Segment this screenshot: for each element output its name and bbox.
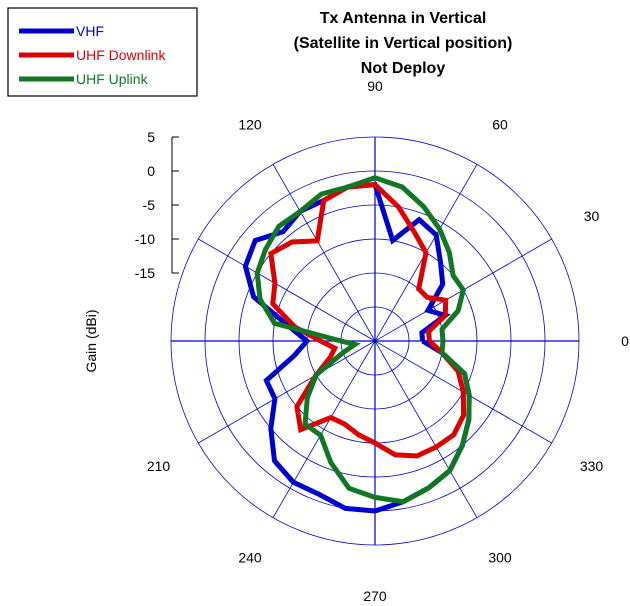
grid-spoke [198, 340, 376, 444]
radial-axis: 5 0 -5 -10 -15 [135, 129, 179, 281]
grid-spoke [272, 164, 376, 342]
grid-spoke [272, 340, 376, 518]
angle-tick-label: 60 [492, 116, 508, 132]
angle-tick-label: 90 [367, 78, 383, 94]
radial-tick-label: 0 [147, 163, 155, 179]
legend-label: UHF Downlink [76, 47, 166, 63]
y-axis-label: Gain (dBi) [83, 309, 99, 372]
legend: VHF UHF Downlink UHF Uplink [7, 7, 198, 97]
legend-label: UHF Uplink [76, 71, 149, 87]
polar-grid [170, 136, 580, 546]
angle-tick-label: 330 [580, 458, 604, 474]
angle-tick-label: 270 [363, 588, 387, 604]
data-series [242, 175, 472, 514]
grid-spoke [198, 238, 376, 342]
angle-tick-label: 300 [488, 550, 512, 566]
title-line: (Satellite in Vertical position) [294, 35, 513, 52]
chart-title: Tx Antenna in Vertical (Satellite in Vert… [294, 10, 513, 77]
legend-label: VHF [76, 23, 104, 39]
angle-tick-label: 30 [584, 208, 600, 224]
angle-tick-label: 240 [238, 550, 262, 566]
angle-tick-label: 210 [147, 458, 171, 474]
radial-tick-label: -15 [135, 265, 155, 281]
radial-tick-label: -10 [135, 231, 155, 247]
radial-tick-label: -5 [143, 197, 156, 213]
title-line: Not Deploy [361, 60, 446, 77]
series-line-uhf-downlink [268, 182, 467, 459]
series-line-uhf-uplink [254, 175, 472, 505]
angle-tick-labels: 0 30 60 90 120 210 240 270 300 330 [147, 78, 629, 604]
angle-tick-label: 120 [238, 116, 262, 132]
title-line: Tx Antenna in Vertical [320, 10, 487, 27]
radial-tick-label: 5 [147, 129, 155, 145]
grid-spoke [374, 340, 478, 518]
angle-tick-label: 0 [621, 333, 629, 349]
